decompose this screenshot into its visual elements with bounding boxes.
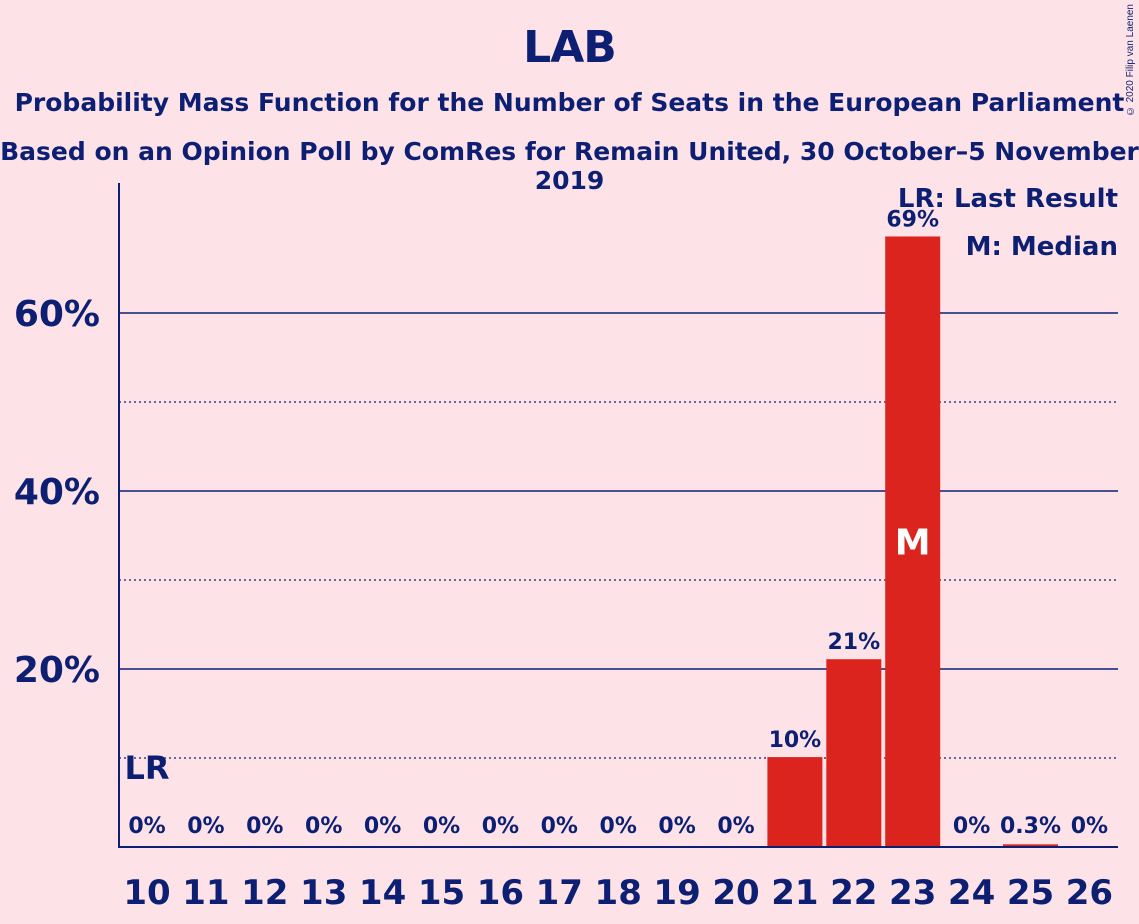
- bar-value-label: 0%: [953, 814, 990, 839]
- bar-value-label: 0%: [1071, 814, 1108, 839]
- bar: [885, 236, 941, 847]
- bar-value-label: 0%: [128, 814, 165, 839]
- bar-value-label: 0%: [541, 814, 578, 839]
- x-tick-label: 21: [771, 873, 818, 913]
- x-tick-label: 13: [300, 873, 347, 913]
- bar-value-label: 0%: [423, 814, 460, 839]
- x-tick-label: 20: [712, 873, 759, 913]
- bar: [1003, 844, 1058, 847]
- y-tick-label: 60%: [14, 294, 100, 335]
- x-tick-label: 12: [241, 873, 288, 913]
- x-tick-label: 16: [477, 873, 524, 913]
- median-marker: M: [895, 523, 931, 564]
- y-tick-label: 20%: [14, 650, 100, 691]
- bar-value-label: 0%: [658, 814, 695, 839]
- bar: [767, 757, 823, 847]
- bar-value-label: 21%: [827, 630, 880, 655]
- bar-value-label: 69%: [886, 207, 939, 232]
- y-tick-label: 40%: [14, 472, 100, 513]
- bar-value-label: 0%: [600, 814, 637, 839]
- x-tick-label: 24: [948, 873, 995, 913]
- bar-value-label: 10%: [769, 728, 822, 753]
- bar-value-label: 0%: [482, 814, 519, 839]
- x-tick-label: 23: [889, 873, 936, 913]
- x-tick-label: 19: [653, 873, 700, 913]
- last-result-marker: LR: [124, 749, 169, 787]
- x-tick-label: 22: [830, 873, 877, 913]
- chart-title: LAB: [523, 22, 617, 73]
- bar-value-label: 0%: [305, 814, 342, 839]
- x-tick-label: 18: [595, 873, 642, 913]
- bar-value-label: 0%: [246, 814, 283, 839]
- legend-median: M: Median: [965, 232, 1118, 262]
- legend-last-result: LR: Last Result: [897, 184, 1118, 214]
- bar: [826, 659, 882, 847]
- bar-value-label: 0%: [187, 814, 224, 839]
- x-tick-label: 17: [536, 873, 583, 913]
- x-tick-label: 10: [123, 873, 170, 913]
- x-tick-label: 26: [1066, 873, 1113, 913]
- x-tick-label: 15: [418, 873, 465, 913]
- x-tick-label: 14: [359, 873, 406, 913]
- x-tick-label: 25: [1007, 873, 1054, 913]
- bar-value-label: 0%: [717, 814, 754, 839]
- bar-value-label: 0.3%: [1000, 814, 1061, 839]
- x-tick-label: 11: [182, 873, 229, 913]
- poll-description: Based on an Opinion Poll by ComRes for R…: [0, 137, 1139, 195]
- chart-subtitle: Probability Mass Function for the Number…: [14, 88, 1125, 117]
- bar-value-label: 0%: [364, 814, 401, 839]
